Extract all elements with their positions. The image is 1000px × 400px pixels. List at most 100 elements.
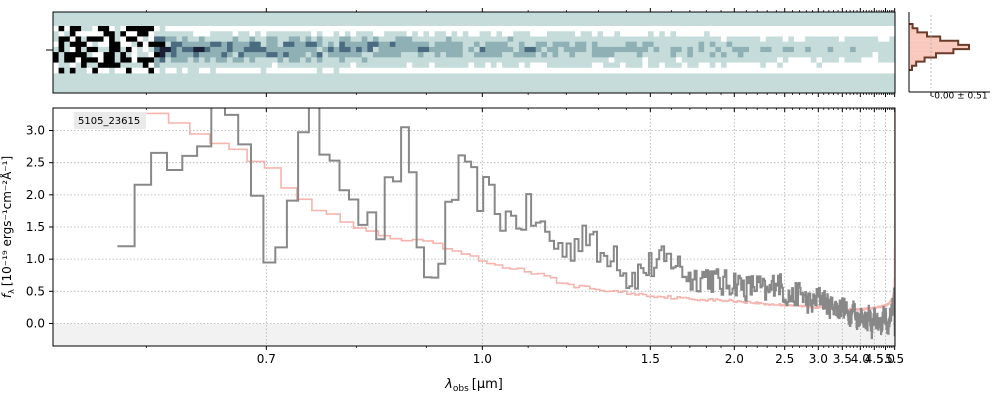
spectrum-2d-pixel: [277, 62, 284, 69]
spectrum-2d-pixel: [715, 36, 722, 43]
spectrum-2d-pixel: [546, 46, 554, 53]
spectrum-2d-pixel: [294, 36, 301, 43]
spectrum-2d-pixel: [137, 52, 144, 58]
spectrum-2d-pixel: [692, 41, 700, 48]
spectrum-2d-pixel: [614, 31, 621, 37]
spectrum-2d-pixel: [406, 26, 413, 32]
spectrum-2d-pixel: [361, 46, 368, 53]
spectrum-2d-pixel: [148, 57, 155, 63]
spectrum-2d-pixel: [788, 26, 795, 32]
spectrum-2d-pixel: [479, 67, 486, 74]
spectrum-2d-pixel: [591, 31, 599, 37]
spectrum-2d-pixel: [636, 52, 643, 58]
spectrum-2d-pixel: [603, 62, 610, 69]
spectrum-2d-pixel: [507, 41, 514, 48]
spectrum-2d-pixel: [822, 62, 829, 69]
spectrum-2d-pixel: [367, 57, 374, 63]
spectrum-2d-pixel: [316, 62, 324, 69]
spectrum-2d-pixel: [423, 62, 430, 69]
spectrum-2d-pixel: [530, 46, 537, 53]
spectrum-2d-pixel: [844, 57, 851, 63]
spectrum-2d-pixel: [92, 62, 99, 69]
spectrum-2d-pixel: [339, 67, 346, 74]
spectrum-2d-pixel: [92, 57, 99, 63]
spectrum-2d-pixel: [889, 57, 895, 63]
spectrum-2d-pixel: [743, 67, 750, 74]
spectrum-2d-pixel: [462, 26, 469, 32]
spectrum-2d-pixel: [97, 57, 105, 63]
spectrum-2d-pixel: [103, 36, 110, 43]
spectrum-2d-pixel: [636, 41, 643, 48]
spectrum-2d-pixel: [720, 41, 728, 48]
spectrum-2d-pixel: [513, 52, 520, 58]
spectrum-2d-pixel: [844, 41, 851, 48]
spectrum-2d-pixel: [619, 46, 627, 53]
spectrum-2d-pixel: [816, 26, 823, 32]
spectrum-2d-pixel: [720, 26, 728, 32]
spectrum-2d-pixel: [305, 52, 312, 58]
spectrum-2d-pixel: [485, 52, 492, 58]
spectrum-2d-pixel: [468, 62, 475, 69]
spectrum-2d-pixel: [406, 46, 413, 53]
spectrum-2d-pixel: [861, 41, 868, 48]
spectrum-2d-pixel: [805, 46, 812, 53]
spectrum-2d-pixel: [535, 46, 542, 53]
spectrum-2d-pixel: [176, 36, 183, 43]
spectrum-2d-pixel: [743, 36, 750, 43]
spectrum-2d-pixel: [855, 41, 862, 48]
spectrum-2d-pixel: [103, 62, 110, 69]
spectrum-2d-pixel: [401, 31, 408, 37]
spectrum-2d-pixel: [283, 26, 290, 32]
spectrum-2d-pixel: [833, 26, 840, 32]
spectrum-2d-pixel: [114, 62, 121, 69]
spectrum-2d-pixel: [597, 57, 604, 63]
spectrum-2d-pixel: [406, 41, 413, 48]
spectrum-2d-pixel: [142, 52, 150, 58]
spectrum-2d-pixel: [255, 26, 262, 32]
spectrum-2d-pixel: [737, 36, 745, 43]
spectrum-2d-pixel: [429, 31, 436, 37]
spectrum-2d-pixel: [81, 67, 88, 74]
spectrum-2d-pixel: [883, 26, 890, 32]
spectrum-2d-pixel: [311, 57, 318, 63]
spectrum-2d-pixel: [732, 26, 739, 32]
spectrum-2d-pixel: [720, 46, 728, 53]
spectrum-2d-pixel: [541, 31, 548, 37]
spectrum-2d-pixel: [266, 31, 273, 37]
spectrum-2d-pixel: [619, 57, 627, 63]
spectrum-2d-pixel: [838, 57, 846, 63]
spectrum-2d-pixel: [97, 62, 105, 69]
spectrum-2d-pixel: [698, 26, 705, 32]
spectrum-2d-pixel: [591, 67, 599, 74]
spectrum-2d-pixel: [507, 52, 514, 58]
spectrum-2d-pixel: [502, 62, 509, 69]
spectrum-2d-pixel: [238, 26, 245, 32]
spectrum-2d-pixel: [193, 57, 200, 63]
spectrum-2d-pixel: [479, 62, 486, 69]
spectrum-2d-pixel: [619, 26, 627, 32]
spectrum-2d-pixel: [103, 26, 110, 32]
spectrum-2d-pixel: [844, 46, 851, 53]
spectrum-2d-pixel: [692, 46, 700, 53]
spectrum-2d-pixel: [176, 41, 183, 48]
spectrum-2d-pixel: [227, 41, 234, 48]
spectrum-2d-pixel: [109, 57, 116, 63]
spectrum-2d-pixel: [726, 36, 733, 43]
spectrum-2d-pixel: [698, 57, 705, 63]
spectrum-2d-pixel: [69, 31, 77, 37]
spectrum-2d-pixel: [412, 41, 419, 48]
spectrum-2d-pixel: [445, 46, 453, 53]
spectrum-2d-pixel: [569, 26, 576, 32]
spectrum-2d-pixel: [316, 26, 324, 32]
spectrum-2d-pixel: [631, 67, 638, 74]
spectrum-2d-pixel: [726, 52, 733, 58]
spectrum-2d-pixel: [732, 62, 739, 69]
spectrum-2d-pixel: [754, 57, 761, 63]
spectrum-2d-pixel: [344, 41, 352, 48]
spectrum-2d-pixel: [546, 52, 554, 58]
spectrum-2d-pixel: [260, 36, 267, 43]
spectrum-2d-pixel: [137, 67, 144, 74]
spectrum-2d-pixel: [333, 41, 340, 48]
spectrum-2d-pixel: [193, 62, 200, 69]
spectrum-2d-pixel: [137, 57, 144, 63]
